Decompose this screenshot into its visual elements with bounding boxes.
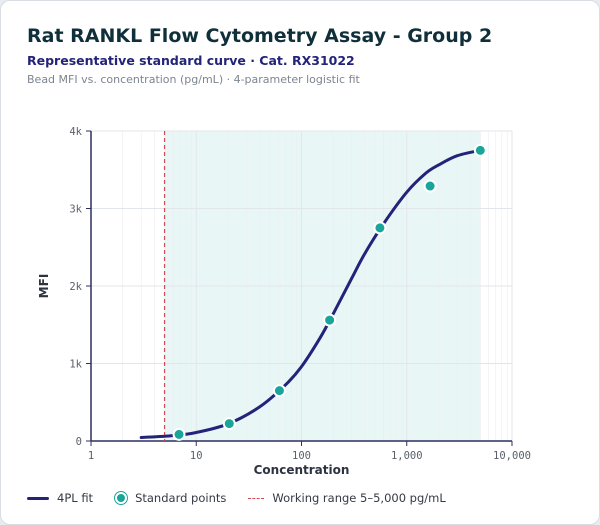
y-tick-label: 3k [69,204,82,216]
y-tick-label: 0 [76,436,82,448]
legend-line-swatch [27,496,49,500]
standard-point [172,427,186,441]
legend-points-label: Standard points [135,491,227,505]
legend-item-fit: 4PL fit [27,491,93,505]
standard-point [473,143,487,157]
fit-curve [139,148,482,440]
legend-dot-swatch [115,492,128,504]
chart-subtitle: Representative standard curve · Cat. RX3… [27,53,355,68]
y-axis-label: MFI [37,274,51,299]
chart-caption: Bead MFI vs. concentration (pg/mL) · 4-p… [27,73,360,86]
x-tick-label: 100 [292,450,311,462]
legend-fit-label: 4PL fit [57,491,94,505]
standard-point [222,417,236,431]
x-tick-label: 10 [190,450,203,462]
legend-item-range: Working range 5–5,000 pg/mL [248,491,446,505]
standard-point [272,384,286,398]
chart-legend: 4PL fit Standard points Working range 5–… [27,489,468,507]
x-tick-label: 10,000 [493,450,531,462]
legend-range-label: Working range 5–5,000 pg/mL [272,491,446,505]
y-tick-label: 4k [69,126,82,138]
legend-dash-swatch [248,497,265,499]
standard-curve-chart: 1 10 100 1,000 10,000 0 1k 2k 3k 4k Concentration M… [37,126,531,477]
x-tick-label: 1,000 [391,450,423,462]
standard-point [373,221,387,235]
chart-title: Rat RANKL Flow Cytometry Assay - Group 2 [27,25,493,47]
standard-point [423,179,437,193]
standard-point [323,313,337,327]
y-tick-label: 2k [69,281,82,293]
legend-item-points: Standard points [115,491,226,505]
y-tick-label: 1k [69,359,82,371]
x-tick-label: 1 [88,450,94,462]
x-axis-label: Concentration [254,463,350,477]
